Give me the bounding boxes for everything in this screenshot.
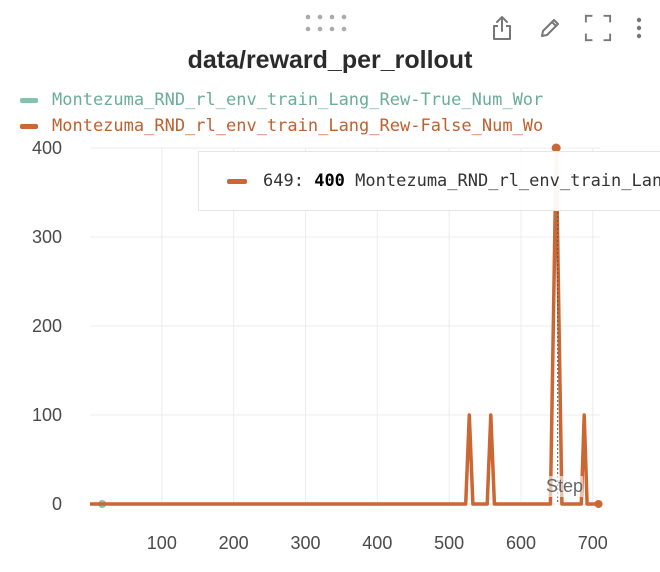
- series-line: [90, 146, 599, 506]
- fullscreen-button[interactable]: [584, 12, 612, 44]
- drag-handle[interactable]: [305, 14, 351, 32]
- fullscreen-icon: [584, 14, 612, 42]
- x-tick-label: 300: [290, 533, 320, 553]
- series-end-point: [594, 500, 603, 508]
- x-tick-label: 400: [362, 533, 392, 553]
- tooltip-swatch: [227, 178, 247, 184]
- x-tick-label: 600: [506, 533, 536, 553]
- export-icon: [493, 16, 511, 40]
- x-tick-label: 200: [219, 533, 249, 553]
- panel-toolbar: [488, 12, 646, 44]
- y-tick-label: 300: [32, 227, 62, 247]
- legend-swatch: [20, 97, 38, 103]
- x-axis-title: Step: [546, 476, 584, 497]
- hover-point: [551, 143, 561, 153]
- tooltip-step: 649:: [263, 171, 304, 191]
- legend-label: Montezuma_RND_rl_env_train_Lang_Rew-True…: [52, 90, 544, 110]
- hover-tooltip: 649: 400 Montezuma_RND_rl_env_train_Lang…: [198, 151, 660, 211]
- export-button[interactable]: [488, 12, 516, 44]
- drag-handle-icon: [305, 14, 347, 32]
- y-tick-label: 100: [32, 405, 62, 425]
- legend-item[interactable]: Montezuma_RND_rl_env_train_Lang_Rew-True…: [20, 87, 640, 113]
- legend-label: Montezuma_RND_rl_env_train_Lang_Rew-Fals…: [52, 116, 544, 136]
- legend-item[interactable]: Montezuma_RND_rl_env_train_Lang_Rew-Fals…: [20, 113, 640, 139]
- more-options-button[interactable]: [632, 12, 646, 44]
- x-tick-label: 700: [578, 533, 608, 553]
- y-tick-label: 200: [32, 316, 62, 336]
- x-tick-label: 100: [147, 533, 177, 553]
- tooltip-value: 400: [314, 171, 345, 191]
- edit-button[interactable]: [536, 12, 564, 44]
- edit-icon: [541, 19, 559, 37]
- more-options-icon: [636, 17, 642, 39]
- legend-swatch: [20, 123, 38, 129]
- x-tick-label: 500: [434, 533, 464, 553]
- y-tick-label: 400: [32, 138, 62, 158]
- tooltip-text: 649: 400 Montezuma_RND_rl_env_train_Lang…: [263, 171, 660, 191]
- chart-title: data/reward_per_rollout: [187, 46, 473, 74]
- chart-legend: Montezuma_RND_rl_env_train_Lang_Rew-True…: [20, 87, 640, 139]
- tooltip-series: Montezuma_RND_rl_env_train_Lang_Rew-Fals…: [355, 171, 660, 191]
- y-tick-label: 0: [52, 494, 62, 514]
